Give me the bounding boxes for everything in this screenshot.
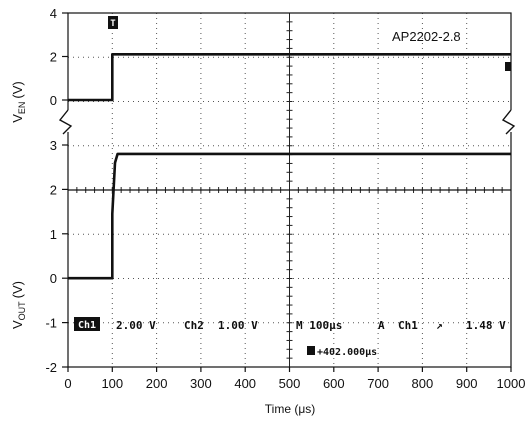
en-y-label-main: V — [10, 114, 25, 123]
x-tick-label: 700 — [367, 376, 389, 391]
y-tick-label: 0 — [50, 93, 57, 108]
en-y-label-sub: EN — [17, 102, 27, 115]
y-tick-label: 2 — [50, 50, 57, 65]
ch1-scale: 2.00 V — [116, 319, 156, 332]
out-y-label-unit: (V) — [10, 281, 25, 298]
y-tick-label: 2 — [50, 182, 57, 197]
trigger-marker: T — [108, 16, 118, 29]
enable-trace-line — [68, 52, 511, 102]
x-tick-label: 200 — [146, 376, 168, 391]
y-tick-label: -2 — [45, 360, 57, 375]
ch2-scale: 1.00 V — [218, 319, 258, 332]
out-y-ticks: 3 2 1 0 -1 -2 — [45, 138, 68, 375]
y-tick-label: -1 — [45, 316, 57, 331]
x-tick-label: 800 — [412, 376, 434, 391]
x-tick-label: 500 — [279, 376, 301, 391]
scope-readout: Ch1 2.00 V Ch2 1.00 V M 100μs A Ch1 ↗ 1.… — [74, 317, 506, 358]
axis-break-left — [58, 109, 76, 135]
en-y-label-unit: (V) — [10, 81, 25, 98]
y-tick-label: 1 — [50, 227, 57, 242]
trigger-level: 1.48 V — [466, 319, 506, 332]
delay-readout: +402.000μs — [317, 347, 377, 358]
en-y-ticks: 4 2 0 — [50, 6, 68, 108]
y-tick-label: 3 — [50, 138, 57, 153]
x-ticks: 0 100 200 300 400 500 600 700 800 900 1000 — [64, 367, 525, 391]
x-tick-label: 300 — [190, 376, 212, 391]
y-tick-label: 0 — [50, 271, 57, 286]
model-label: AP2202-2.8 — [392, 29, 461, 44]
x-tick-label: 900 — [456, 376, 478, 391]
output-trace-line — [68, 152, 511, 280]
axis-break-right — [501, 109, 519, 135]
en-y-axis-label: VEN (V) — [10, 81, 27, 123]
channel-marker-right — [505, 62, 511, 71]
y-tick-label: 4 — [50, 6, 57, 21]
x-tick-label: 100 — [101, 376, 123, 391]
trigger-source: Ch1 — [398, 319, 418, 332]
trigger-mode: A — [378, 319, 385, 332]
trigger-marker-label: T — [110, 19, 116, 29]
x-axis-label: Time (μs) — [265, 402, 315, 416]
output-trace — [68, 152, 511, 280]
enable-trace — [68, 52, 511, 102]
ch1-tag: Ch1 — [78, 320, 96, 331]
out-y-axis-label: VOUT (V) — [10, 281, 27, 329]
ch1-tag-bg — [74, 317, 100, 331]
x-tick-label: 600 — [323, 376, 345, 391]
delay-marker-icon — [307, 346, 315, 355]
x-tick-label: 1000 — [497, 376, 526, 391]
out-y-label-main: V — [10, 320, 25, 329]
x-tick-label: 0 — [64, 376, 71, 391]
x-tick-label: 400 — [234, 376, 256, 391]
trigger-slope: ↗ — [436, 319, 443, 332]
out-y-label-sub: OUT — [17, 301, 27, 321]
ch2-tag: Ch2 — [184, 319, 204, 332]
timebase: M 100μs — [296, 319, 342, 332]
